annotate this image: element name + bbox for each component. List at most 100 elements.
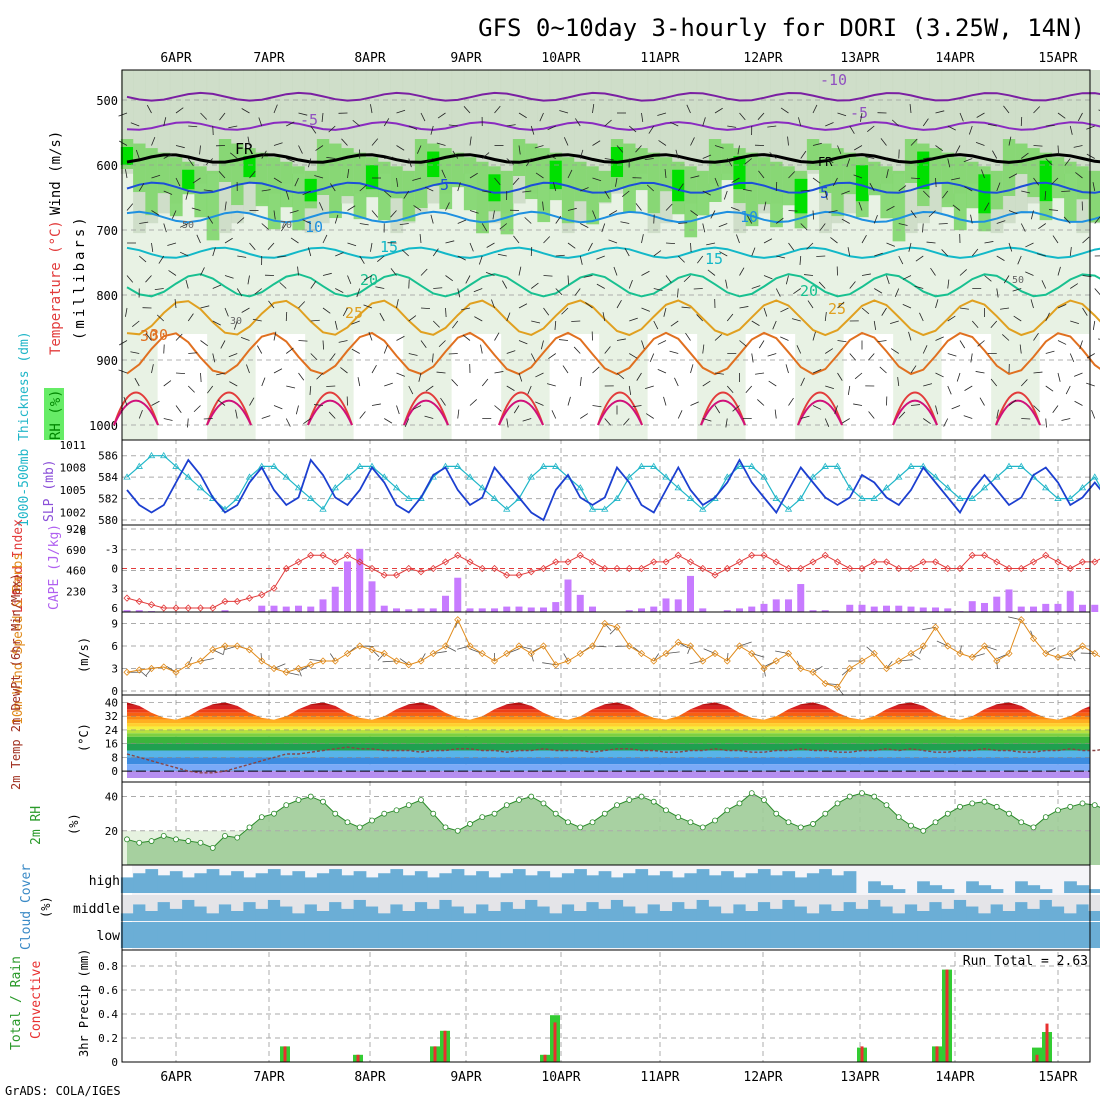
cloud-high-bar: [329, 869, 342, 893]
rh-shade-moist: [402, 170, 416, 222]
cloud-low-bar: [770, 922, 783, 948]
cloud-middle-gap: [904, 895, 918, 905]
cloud-low-bar: [745, 922, 759, 948]
precip-side-label: Total / Rain: [9, 956, 24, 1050]
cloud-high-bar: [782, 871, 796, 893]
cloud-middle-bar: [647, 904, 661, 921]
thickness-marker: [454, 462, 462, 469]
wind-barb: [674, 377, 679, 387]
wind-barb: [212, 353, 216, 363]
cape-bar: [944, 608, 952, 612]
wind-barb: [830, 237, 838, 244]
temp2m-tick-label: 8: [111, 751, 118, 764]
cloud-high-bar: [549, 877, 563, 893]
cloud-middle-gap: [1051, 895, 1065, 907]
cloud-low-bar: [206, 922, 220, 948]
wind-barb: [491, 299, 495, 309]
cloud-middle-bar: [721, 913, 734, 921]
cape-bar: [1017, 606, 1025, 612]
wind-barb: [646, 184, 655, 192]
cloud-low-bar: [708, 922, 722, 948]
wind-barb: [785, 364, 789, 374]
wind-barb: [334, 214, 339, 224]
wind-barb: [604, 158, 614, 161]
contour-label: 30: [230, 316, 242, 327]
hot-isotherm: [403, 391, 449, 426]
wind-barb: [714, 177, 719, 187]
wind10-barb: [609, 626, 618, 635]
wind-barb: [763, 201, 767, 211]
lifted-index-marker: [821, 551, 829, 559]
wind-barb: [622, 190, 630, 197]
hot-isotherm: [700, 399, 746, 426]
wind-barb: [318, 202, 324, 211]
wind-barb: [286, 121, 295, 127]
wind-barb: [310, 353, 318, 361]
wind10-axis-label: 10m Wind Speed & Barbs: [11, 553, 26, 725]
wind-barb: [174, 299, 177, 309]
wind10-barb: [703, 648, 716, 654]
wind-barb: [261, 189, 271, 192]
rh-marker: [393, 807, 400, 814]
pressure-tick-label: 800: [96, 289, 118, 303]
wind10-marker: [637, 649, 646, 658]
wind-barb: [841, 218, 850, 224]
wind-barb: [452, 320, 459, 329]
cloud-middle-gap: [120, 895, 134, 914]
wind-barb: [531, 320, 541, 324]
wind-barb: [273, 104, 278, 114]
cloud-middle-gap: [586, 895, 600, 903]
cloud-middle-bar: [610, 899, 624, 921]
wind-barb: [984, 275, 992, 282]
precip-total-legend: Total / Rain: [9, 956, 24, 1050]
wind-barb: [567, 242, 576, 249]
wind-barb: [448, 124, 458, 127]
rh-shade-dry: [659, 334, 673, 440]
rh-shade-moist: [316, 139, 330, 195]
wind-barb: [377, 255, 385, 262]
temp-color-band: [127, 719, 1090, 724]
rh-marker: [773, 810, 780, 817]
wind-barb: [731, 177, 740, 183]
wind-barb: [145, 333, 152, 341]
lifted-index-marker: [135, 597, 143, 605]
rh2m-unit: (%): [67, 813, 81, 835]
wind-barb: [812, 405, 822, 410]
cloud-low-bar: [929, 922, 943, 948]
wind-barb: [512, 177, 520, 185]
rh-shade-moist: [868, 161, 881, 196]
wind-barb: [567, 207, 577, 211]
wind-barb: [175, 372, 186, 375]
rh-marker: [1018, 819, 1025, 826]
wind-barb: [246, 364, 250, 374]
wind10-marker: [870, 649, 878, 658]
cloud-high-bar: [966, 881, 979, 893]
cape-side-label-2: CAPE (J/kg): [47, 524, 62, 610]
cloud-low-bar: [1088, 922, 1100, 948]
wind-barb: [445, 202, 450, 211]
wind-barb: [758, 170, 765, 179]
wind-barb: [518, 340, 528, 345]
wind-barb: [518, 112, 527, 119]
wind10-marker: [135, 666, 143, 674]
rh-marker: [307, 793, 314, 800]
cape-bar: [736, 608, 743, 612]
wind-barb: [351, 320, 360, 325]
wind10-barb: [604, 623, 612, 631]
rh-shade-moist: [586, 166, 600, 225]
wind-barb: [187, 313, 194, 322]
rh-shade-moist: [1027, 148, 1041, 198]
wind-barb: [971, 248, 979, 257]
wind-barb: [935, 372, 944, 378]
thickness-marker: [858, 494, 866, 501]
wind-barb: [793, 288, 801, 294]
wind10-marker: [821, 679, 829, 688]
wind10-marker: [919, 642, 927, 650]
rh-marker: [981, 798, 988, 805]
wind-barb: [469, 242, 474, 252]
wind10-marker: [356, 642, 364, 650]
wind-barb: [763, 238, 773, 244]
thickness-marker: [833, 462, 842, 469]
wind-barb: [775, 288, 781, 297]
